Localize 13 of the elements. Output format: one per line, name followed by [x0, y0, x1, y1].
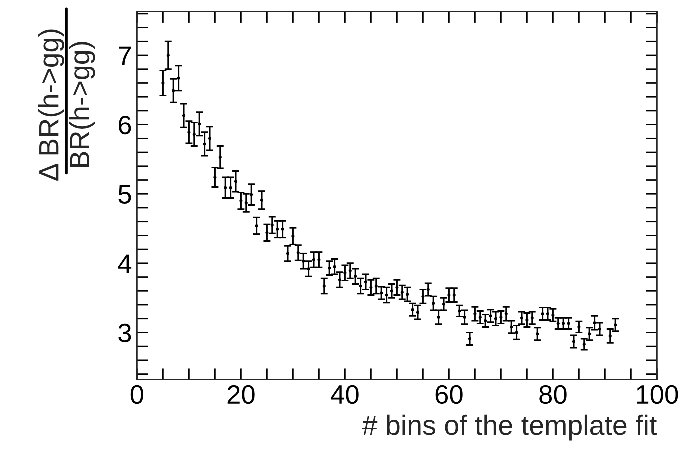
x-axis-title: # bins of the template fit	[362, 414, 658, 441]
y-tick-label: 6	[119, 116, 132, 135]
y-tick-label: 7	[119, 46, 132, 66]
y-axis-title: Δ BR(h->gg) BR(h->gg)	[38, 30, 96, 181]
x-tick-label: 100	[637, 385, 678, 404]
y-tick-label: 4	[118, 254, 132, 273]
x-tick-label: 80	[540, 385, 567, 404]
x-tick-label: 40	[331, 385, 359, 404]
x-tick-label: 20	[228, 385, 255, 404]
y-tick-label: 5	[118, 186, 132, 204]
x-tick-label: 0	[130, 385, 144, 404]
y-tick-label: 3	[118, 324, 132, 343]
x-tick-label: 60	[436, 385, 463, 404]
